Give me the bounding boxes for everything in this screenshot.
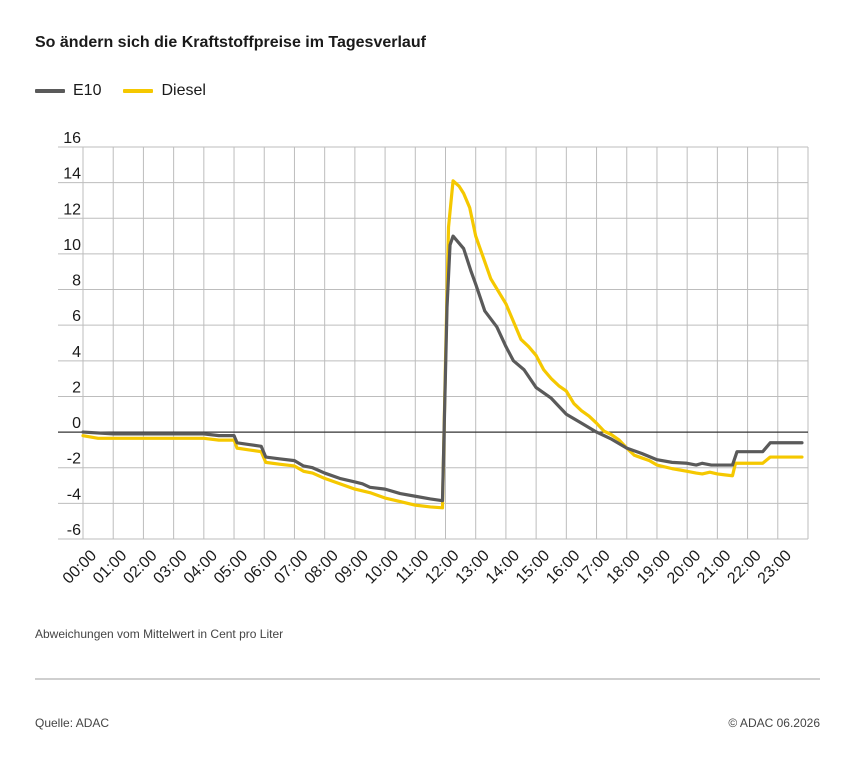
x-tick-label: 08:00 (302, 547, 342, 587)
y-tick-label: 8 (72, 273, 81, 290)
legend-swatch-e10 (35, 89, 65, 93)
x-tick-label: 20:00 (664, 547, 704, 587)
y-tick-label: 4 (72, 344, 81, 361)
y-tick-label: 10 (63, 237, 81, 254)
x-tick-label: 12:00 (422, 547, 462, 587)
grid (58, 146, 809, 540)
legend-label-e10: E10 (73, 82, 102, 99)
x-tick-label: 15:00 (513, 547, 553, 587)
legend-item-e10: E10 (35, 82, 101, 100)
series-lines (81, 179, 804, 510)
x-axis-ticks: 00:0001:0002:0003:0004:0005:0006:0007:00… (60, 547, 795, 587)
line-chart: 16 14 12 10 8 6 4 2 0 -2 -4 -6 00:0001:0002:0003:00… (58, 130, 809, 588)
legend-swatch-diesel (123, 89, 154, 93)
y-axis-ticks: 16 14 12 10 8 6 4 2 0 -2 -4 -6 (63, 130, 81, 539)
x-tick-label: 17:00 (573, 547, 613, 587)
x-tick-label: 10:00 (362, 547, 402, 587)
legend: E10 Diesel (35, 82, 228, 100)
x-tick-label: 23:00 (755, 547, 795, 587)
y-tick-label: 14 (63, 166, 81, 183)
divider (35, 678, 820, 680)
y-tick-label: 6 (72, 308, 81, 325)
y-tick-label: -4 (67, 486, 81, 503)
x-tick-label: 13:00 (453, 547, 493, 587)
x-tick-label: 19:00 (634, 547, 674, 587)
copyright-text: © ADAC 06.2026 (728, 716, 820, 730)
chart-title: So ändern sich die Kraftstoffpreise im T… (35, 34, 426, 51)
x-tick-label: 06:00 (241, 547, 281, 587)
x-tick-label: 05:00 (211, 547, 251, 587)
x-tick-label: 21:00 (694, 547, 734, 587)
chart-note: Abweichungen vom Mittelwert in Cent pro … (35, 627, 284, 641)
x-tick-label: 02:00 (120, 547, 160, 587)
legend-label-diesel: Diesel (161, 82, 206, 99)
x-tick-label: 09:00 (332, 547, 372, 587)
x-tick-label: 01:00 (90, 547, 130, 587)
x-tick-label: 18:00 (604, 547, 644, 587)
y-tick-label: 12 (63, 201, 81, 218)
x-tick-label: 03:00 (150, 547, 190, 587)
x-tick-label: 14:00 (483, 547, 523, 587)
series-line-diesel (81, 179, 804, 510)
y-tick-label: 2 (72, 379, 81, 396)
y-tick-label: -6 (67, 522, 81, 539)
y-tick-label: 16 (63, 130, 81, 147)
series-line-e10 (81, 234, 804, 503)
y-tick-label: 0 (72, 415, 81, 432)
x-tick-label: 00:00 (60, 547, 100, 587)
y-tick-label: -2 (67, 451, 81, 468)
x-tick-label: 16:00 (543, 547, 583, 587)
source-text: Quelle: ADAC (35, 716, 110, 730)
legend-item-diesel: Diesel (123, 82, 206, 100)
x-tick-label: 07:00 (271, 547, 311, 587)
x-tick-label: 22:00 (724, 547, 764, 587)
x-tick-label: 04:00 (181, 547, 221, 587)
